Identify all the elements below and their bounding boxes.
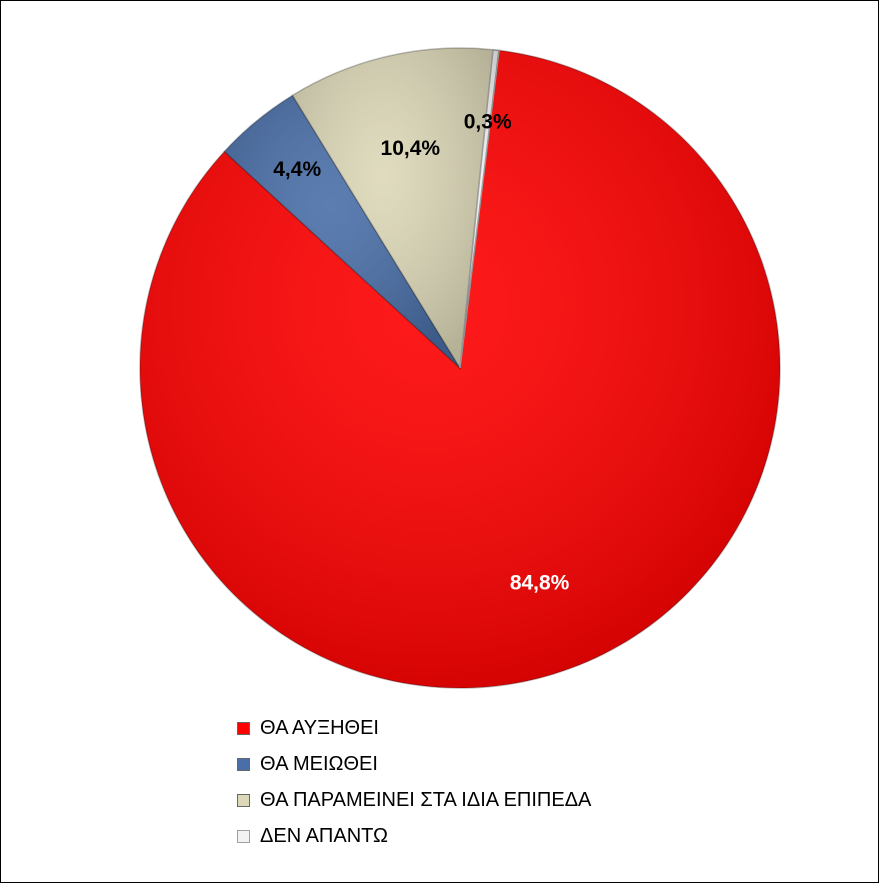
legend-item-increase: ΘΑ ΑΥΞΗΘΕΙ	[237, 710, 591, 746]
data-label-same-levels: 10,4%	[381, 137, 441, 160]
legend-swatch-no-answer	[237, 829, 250, 843]
legend-label-decrease: ΘΑ ΜΕΙΩΘΕΙ	[260, 752, 378, 775]
data-label-increase: 84,8%	[510, 572, 570, 595]
chart-legend: ΘΑ ΑΥΞΗΘΕΙ ΘΑ ΜΕΙΩΘΕΙ ΘΑ ΠΑΡΑΜΕΙΝΕΙ ΣΤΑ …	[237, 710, 591, 854]
data-label-no-answer: 0,3%	[464, 111, 512, 134]
pie-slice-shading-no-answer	[460, 49, 499, 369]
legend-swatch-decrease	[237, 757, 250, 771]
pie-slice-shading-decrease	[224, 95, 460, 368]
legend-label-same-levels: ΘΑ ΠΑΡΑΜΕΙΝΕΙ ΣΤΑ ΙΔΙΑ ΕΠΙΠΕΔΑ	[260, 788, 592, 811]
legend-swatch-same-levels	[237, 793, 250, 807]
legend-label-increase: ΘΑ ΑΥΞΗΘΕΙ	[260, 716, 379, 739]
legend-item-no-answer: ΔΕΝ ΑΠΑΝΤΩ	[237, 818, 591, 854]
legend-swatch-increase	[237, 721, 250, 735]
legend-label-no-answer: ΔΕΝ ΑΠΑΝΤΩ	[260, 824, 388, 847]
pie-slice-shading-same-levels	[292, 48, 493, 369]
pie-slice-shading-increase	[139, 50, 780, 689]
legend-item-decrease: ΘΑ ΜΕΙΩΘΕΙ	[237, 746, 591, 782]
legend-item-same-levels: ΘΑ ΠΑΡΑΜΕΙΝΕΙ ΣΤΑ ΙΔΙΑ ΕΠΙΠΕΔΑ	[237, 782, 591, 818]
data-label-decrease: 4,4%	[273, 158, 321, 181]
